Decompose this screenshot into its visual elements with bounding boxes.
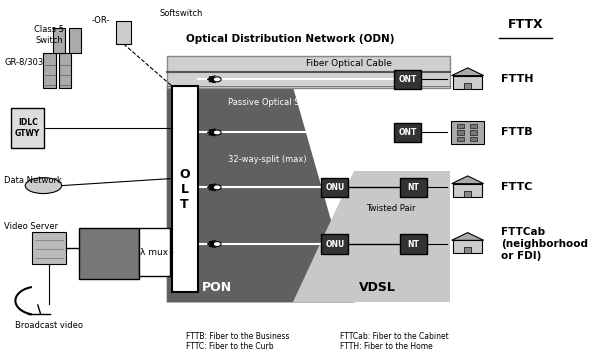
FancyBboxPatch shape [470,130,477,135]
Text: ONU: ONU [325,183,344,192]
Text: FTTH: Fiber to the Home: FTTH: Fiber to the Home [340,342,433,351]
Text: FTTB: Fiber to the Business: FTTB: Fiber to the Business [187,332,290,341]
FancyBboxPatch shape [53,28,65,53]
Polygon shape [452,176,484,183]
Text: -OR-: -OR- [92,16,110,25]
FancyBboxPatch shape [322,234,349,254]
Text: FTTC: Fiber to the Curb: FTTC: Fiber to the Curb [187,342,274,351]
FancyBboxPatch shape [11,108,44,149]
Text: Video Server: Video Server [4,222,58,231]
FancyBboxPatch shape [394,70,421,89]
Text: FTTCab
(neighborhood
or FDI): FTTCab (neighborhood or FDI) [502,227,589,261]
FancyBboxPatch shape [451,121,484,144]
Text: Class 5
Switch: Class 5 Switch [34,25,64,45]
Ellipse shape [25,178,62,193]
Text: Passive Optical Splitter: Passive Optical Splitter [229,98,325,107]
Text: ONU: ONU [325,240,344,248]
Polygon shape [452,233,484,240]
Text: Softswitch: Softswitch [160,9,203,18]
Text: FTTCab: Fiber to the Cabinet: FTTCab: Fiber to the Cabinet [340,332,449,341]
FancyBboxPatch shape [394,123,421,142]
Text: FTTB: FTTB [502,127,533,137]
Text: FTTX: FTTX [508,18,543,31]
FancyBboxPatch shape [400,178,427,197]
Circle shape [213,130,221,135]
FancyBboxPatch shape [116,21,131,44]
Text: FTTC: FTTC [502,182,533,192]
Polygon shape [293,171,450,302]
Polygon shape [167,86,355,302]
FancyBboxPatch shape [68,28,81,53]
Text: Optical Distribution Network (ODN): Optical Distribution Network (ODN) [186,34,394,44]
FancyBboxPatch shape [139,228,170,276]
Text: GR-8/303: GR-8/303 [4,57,43,66]
Text: Broadcast video: Broadcast video [16,321,83,330]
Circle shape [213,77,221,82]
FancyBboxPatch shape [79,228,139,280]
FancyBboxPatch shape [167,56,450,88]
Text: NT: NT [407,183,419,192]
Text: O
L
T: O L T [179,168,190,211]
FancyBboxPatch shape [32,232,66,263]
Text: Fiber Optical Cable: Fiber Optical Cable [306,59,392,68]
Text: ONT: ONT [398,128,417,137]
Text: VDSL: VDSL [358,281,395,293]
Circle shape [213,242,221,247]
Text: Twisted Pair: Twisted Pair [366,204,416,213]
Text: FTTH: FTTH [502,74,534,84]
FancyBboxPatch shape [43,53,56,88]
FancyBboxPatch shape [453,76,482,89]
Text: 32-way-split (max): 32-way-split (max) [229,155,307,164]
Polygon shape [452,68,484,76]
Circle shape [213,185,221,190]
Text: Data Network: Data Network [4,176,62,185]
FancyBboxPatch shape [322,178,349,197]
FancyBboxPatch shape [59,53,71,88]
FancyBboxPatch shape [464,191,471,197]
FancyBboxPatch shape [457,137,464,141]
FancyBboxPatch shape [464,82,471,89]
FancyBboxPatch shape [457,130,464,135]
FancyBboxPatch shape [453,183,482,197]
FancyBboxPatch shape [457,124,464,128]
Text: λ mux: λ mux [140,248,168,257]
Text: NT: NT [407,240,419,248]
FancyBboxPatch shape [400,234,427,254]
FancyBboxPatch shape [470,137,477,141]
FancyBboxPatch shape [464,247,471,253]
Text: IDLC
GTWY: IDLC GTWY [15,118,40,137]
FancyBboxPatch shape [172,86,197,292]
Text: PON: PON [202,281,232,293]
Text: ONT: ONT [398,75,417,84]
FancyBboxPatch shape [470,124,477,128]
FancyBboxPatch shape [453,240,482,253]
